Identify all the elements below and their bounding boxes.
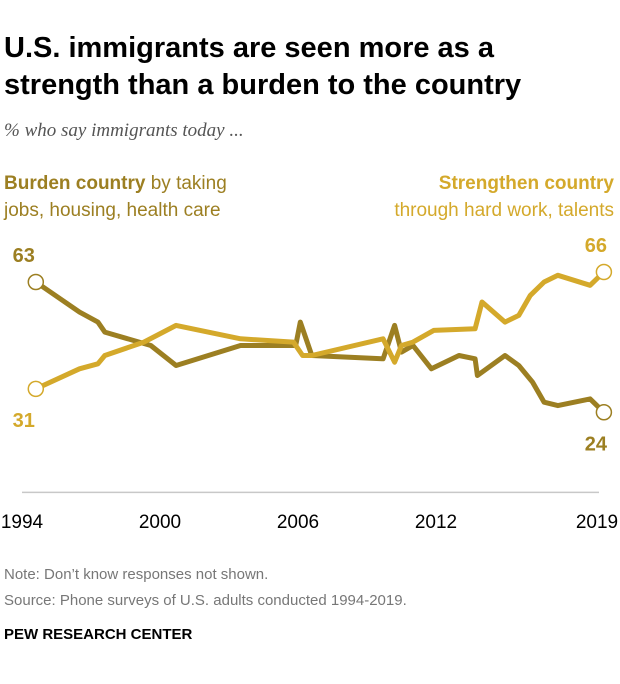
x-tick-label: 2019 (576, 512, 618, 533)
data-label-start: 63 (13, 245, 35, 267)
endpoint-marker (27, 380, 45, 398)
brand-label: PEW RESEARCH CENTER (4, 626, 193, 643)
legend-burden: Burden country by taking jobs, housing, … (4, 170, 227, 224)
legend-burden-rest: by taking (145, 173, 227, 194)
series-line-0 (33, 279, 607, 415)
endpoint-marker (595, 263, 613, 281)
x-tick-label: 2000 (139, 512, 181, 533)
chart-note: Note: Don’t know responses not shown. (4, 566, 269, 583)
data-label-end: 66 (585, 235, 607, 257)
chart-subtitle: % who say immigrants today ... (4, 120, 244, 141)
x-tick-label: 2012 (415, 512, 457, 533)
data-label-end: 24 (585, 433, 608, 455)
legend-burden-bold: Burden country (4, 173, 146, 194)
legend-strengthen-bold: Strengthen country (438, 173, 614, 194)
series-line-1 (33, 269, 607, 392)
endpoint-marker (595, 404, 613, 421)
legend-strengthen: Strengthen country through hard work, ta… (394, 170, 614, 224)
chart-source: Source: Phone surveys of U.S. adults con… (4, 592, 407, 609)
chart-title: U.S. immigrants are seen more as a stren… (4, 32, 522, 101)
legend-strengthen-line2: through hard work, talents (394, 200, 614, 221)
data-label-start: 31 (13, 410, 35, 432)
x-tick-label: 2006 (277, 512, 319, 533)
legend-burden-line2: jobs, housing, health care (4, 200, 221, 221)
endpoint-marker (27, 273, 45, 291)
x-tick-label: 1994 (1, 512, 44, 533)
